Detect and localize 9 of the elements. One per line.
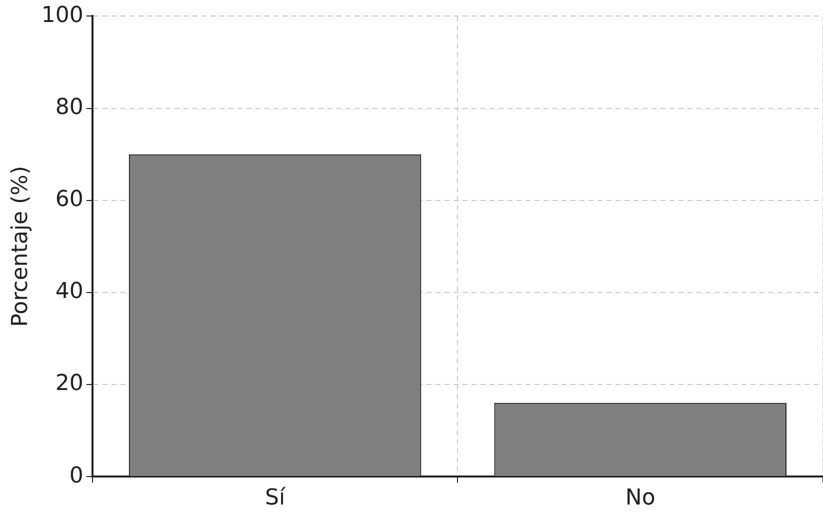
y-tick-label: 80 xyxy=(55,95,84,120)
y-tick-label: 0 xyxy=(69,463,84,488)
y-tick-label: 40 xyxy=(55,279,84,304)
y-tick-label: 60 xyxy=(55,187,84,212)
y-axis-title: Porcentaje (%) xyxy=(8,166,33,327)
y-tick-label: 20 xyxy=(55,371,84,396)
x-tick-label: No xyxy=(625,486,656,511)
x-tick-label: Sí xyxy=(265,486,286,511)
y-tick-label: 100 xyxy=(41,2,84,28)
